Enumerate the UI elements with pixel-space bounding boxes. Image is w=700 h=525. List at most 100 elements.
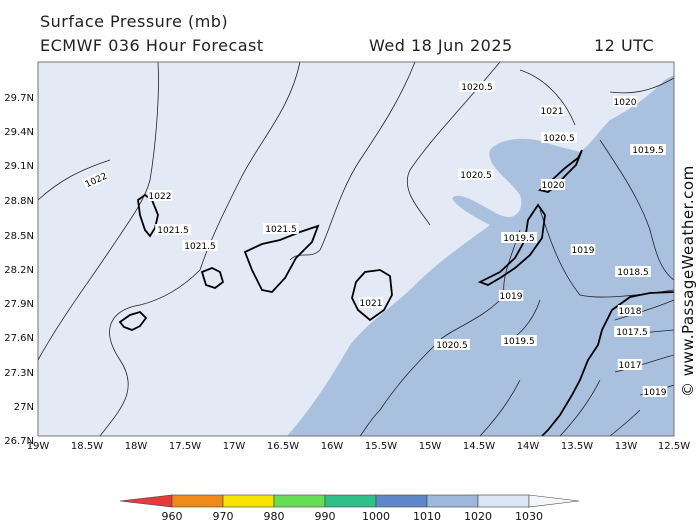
isobar-label: 1021 xyxy=(539,105,565,117)
longitude-label: 19W xyxy=(27,441,50,452)
svg-text:1020.5: 1020.5 xyxy=(543,134,575,144)
isobar-label: 1020.5 xyxy=(458,169,494,181)
longitude-label: 15W xyxy=(419,441,442,452)
colorbar-segment xyxy=(171,494,224,508)
longitude-label: 14.5W xyxy=(463,441,495,452)
longitude-label: 18.5W xyxy=(71,441,103,452)
longitude-label: 13W xyxy=(615,441,638,452)
svg-text:1019: 1019 xyxy=(644,388,667,398)
colorbar-tick-label: 1030 xyxy=(515,510,543,523)
island-gran-canaria xyxy=(351,269,393,322)
island-tenerife xyxy=(243,224,320,293)
island-la-palma xyxy=(137,193,159,238)
land-outlines xyxy=(118,149,675,437)
svg-text:1021.5: 1021.5 xyxy=(157,226,189,236)
island-fuerteventura xyxy=(477,203,546,286)
isobar-label: 1018 xyxy=(617,305,643,317)
longitude-label: 12.5W xyxy=(658,441,690,452)
svg-text:1019.5: 1019.5 xyxy=(503,337,535,347)
colorbar-tick-label: 1020 xyxy=(464,510,492,523)
svg-text:1021: 1021 xyxy=(360,299,383,309)
svg-text:1021.5: 1021.5 xyxy=(265,225,297,235)
colorbar-segment xyxy=(426,494,479,508)
isobar-label: 1020 xyxy=(612,96,638,108)
isobar-label: 1021.5 xyxy=(155,224,191,236)
latitude-label: 27.6N xyxy=(4,333,34,344)
isobar-label: 1019 xyxy=(570,244,596,256)
svg-text:1020.5: 1020.5 xyxy=(461,83,493,93)
colorbar-tick-label: 1000 xyxy=(362,510,390,523)
colorbar-segment xyxy=(273,494,326,508)
longitude-label: 14W xyxy=(517,441,540,452)
svg-text:1020: 1020 xyxy=(542,181,565,191)
longitude-label: 13.5W xyxy=(561,441,593,452)
model-label: ECMWF 036 Hour Forecast xyxy=(40,36,264,55)
svg-text:1018: 1018 xyxy=(619,307,642,317)
plot-frame xyxy=(37,61,675,437)
isobar-label: 1020.5 xyxy=(459,81,495,93)
longitude-label: 18W xyxy=(125,441,148,452)
colorbar-extend-high xyxy=(528,494,580,508)
colorbar-segment xyxy=(477,494,530,508)
longitude-label: 15.5W xyxy=(365,441,397,452)
svg-text:1017.5: 1017.5 xyxy=(616,328,648,338)
isobar-label: 1021.5 xyxy=(263,223,299,235)
isobar-label: 1019.5 xyxy=(501,335,537,347)
longitude-label: 16W xyxy=(321,441,344,452)
latitude-label: 29.1N xyxy=(4,161,34,172)
colorbar-segment xyxy=(375,494,428,508)
latitude-label: 27.9N xyxy=(4,299,34,310)
isobar-label: 1021.5 xyxy=(182,240,218,252)
isobar-label: 1020.5 xyxy=(541,132,577,144)
svg-text:1020.5: 1020.5 xyxy=(460,171,492,181)
longitude-label: 17.5W xyxy=(169,441,201,452)
latitude-label: 29.7N xyxy=(4,93,34,104)
svg-text:1021: 1021 xyxy=(541,107,564,117)
latitude-label: 28.8N xyxy=(4,196,34,207)
isobar-label: 1020.5 xyxy=(434,339,470,351)
colorbar-tick-label: 1010 xyxy=(413,510,441,523)
isobar-label: 1020 xyxy=(540,179,566,191)
colorbar-extend-low xyxy=(119,494,173,508)
svg-text:1021.5: 1021.5 xyxy=(184,242,216,252)
pressure-fill-1010-1020 xyxy=(287,75,674,436)
forecast-time: 12 UTC xyxy=(594,36,655,55)
colorbar-tick-label: 970 xyxy=(213,510,234,523)
svg-text:1019.5: 1019.5 xyxy=(632,146,664,156)
colorbar-segment xyxy=(324,494,377,508)
svg-text:1020: 1020 xyxy=(614,98,637,108)
map-title: Surface Pressure (mb) xyxy=(40,12,229,31)
latitude-label: 26.7N xyxy=(4,436,34,447)
site-credit: © www.PassageWeather.com xyxy=(679,165,697,397)
svg-text:1022: 1022 xyxy=(149,192,172,202)
colorbar-tick-label: 990 xyxy=(315,510,336,523)
isobar-label: 1017 xyxy=(617,359,643,371)
isobar-label: 1022 xyxy=(147,190,173,202)
latitude-label: 29.4N xyxy=(4,127,34,138)
isobar-label: 1018.5 xyxy=(615,266,651,278)
longitude-labels: 19W 18.5W 18W 17.5W 17W 16.5W 16W 15.5W 15W 14.5W… xyxy=(27,441,691,452)
svg-text:1017: 1017 xyxy=(619,361,642,371)
svg-text:1018.5: 1018.5 xyxy=(617,268,649,278)
svg-text:1019: 1019 xyxy=(572,246,595,256)
forecast-date: Wed 18 Jun 2025 xyxy=(369,36,513,55)
latitude-labels: 29.7N 29.4N 29.1N 28.8N 28.5N 28.2N 27.9N 27.6N… xyxy=(4,93,34,447)
isobar-label: 1019 xyxy=(498,290,524,302)
latitude-label: 27.3N xyxy=(4,368,34,379)
longitude-label: 16.5W xyxy=(267,441,299,452)
african-coast xyxy=(541,291,675,437)
colorbar-tick-label: 960 xyxy=(162,510,183,523)
isobar-label: 1021 xyxy=(358,297,384,309)
isobar-label: 1017.5 xyxy=(614,326,650,338)
colorbar-segment xyxy=(222,494,275,508)
svg-text:1020.5: 1020.5 xyxy=(436,341,468,351)
pressure-colorbar: 960 970 980 990 1000 1010 1020 1030 xyxy=(119,494,580,523)
island-el-hierro xyxy=(118,310,148,331)
isobar-label: 1019 xyxy=(642,386,668,398)
latitude-label: 27N xyxy=(14,402,34,413)
svg-text:1019: 1019 xyxy=(500,292,523,302)
latitude-label: 28.5N xyxy=(4,231,34,242)
isobar-label: 1019.5 xyxy=(501,232,537,244)
isobar-label: 1019.5 xyxy=(630,144,666,156)
